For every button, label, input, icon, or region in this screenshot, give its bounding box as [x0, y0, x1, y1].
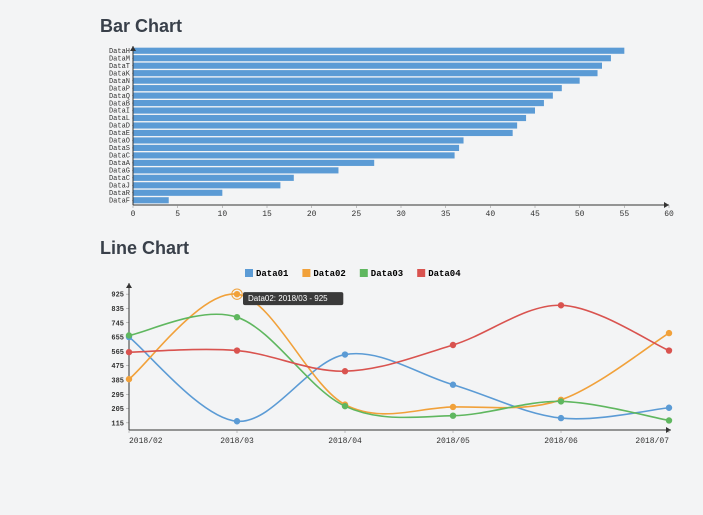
bar-xtick-label: 50	[575, 210, 585, 219]
bar	[133, 78, 580, 84]
line-marker	[234, 291, 240, 297]
bar	[133, 137, 464, 143]
bar-xtick-label: 0	[131, 210, 136, 219]
bar	[133, 160, 374, 166]
line-marker	[126, 349, 132, 355]
line-marker	[234, 314, 240, 320]
bar	[133, 145, 459, 151]
bar	[133, 93, 553, 99]
bar	[133, 122, 517, 128]
bar	[133, 152, 455, 158]
line-xtick-label: 2018/02	[129, 437, 163, 446]
bar	[133, 85, 562, 91]
bar-xtick-label: 20	[307, 210, 317, 219]
line-xtick-label: 2018/06	[544, 437, 578, 446]
bar-xtick-label: 40	[486, 210, 496, 219]
bar-xtick-label: 25	[352, 210, 362, 219]
line-marker	[666, 347, 672, 353]
legend-swatch	[245, 269, 253, 277]
bar	[133, 190, 222, 196]
bar-category-label: DataF	[109, 197, 130, 205]
bar-chart: DataHDataMDataTDataKDataNDataPDataQDataB…	[95, 45, 675, 220]
bar	[133, 175, 294, 181]
line-chart-title: Line Chart	[100, 238, 673, 259]
bar-xtick-label: 5	[175, 210, 180, 219]
bar-xtick-label: 60	[664, 210, 674, 219]
line-legend: Data01 Data02 Data03 Data04	[245, 269, 461, 279]
legend-label: Data04	[428, 269, 461, 279]
bar	[133, 182, 280, 188]
bar-xtick-label: 55	[620, 210, 630, 219]
line-xtick-label: 2018/05	[436, 437, 470, 446]
line-xtick-label: 2018/04	[328, 437, 362, 446]
line-ytick-label: 385	[111, 377, 124, 385]
legend-swatch	[360, 269, 368, 277]
bar	[133, 100, 544, 106]
legend-swatch	[302, 269, 310, 277]
bar	[133, 197, 169, 203]
line-marker	[342, 351, 348, 357]
line-ytick-label: 835	[111, 306, 124, 314]
line-xtick-label: 2018/03	[220, 437, 254, 446]
line-ytick-label: 925	[111, 292, 124, 300]
line-marker	[234, 347, 240, 353]
line-marker	[234, 418, 240, 424]
line-marker	[126, 332, 132, 338]
line-marker	[558, 415, 564, 421]
line-xtick-label: 2018/07	[635, 437, 669, 446]
line-ytick-label: 565	[111, 349, 124, 357]
legend-label: Data02	[313, 269, 345, 279]
line-marker	[450, 382, 456, 388]
bar-xtick-label: 45	[530, 210, 540, 219]
bar-xtick-label: 15	[262, 210, 272, 219]
line-ytick-label: 115	[111, 420, 124, 428]
line-marker	[558, 398, 564, 404]
line-ytick-label: 475	[111, 363, 124, 371]
line-marker	[450, 404, 456, 410]
legend-label: Data01	[256, 269, 289, 279]
chart-tooltip-text: Data02: 2018/03 - 925	[248, 294, 328, 303]
bar	[133, 70, 598, 76]
legend-swatch	[417, 269, 425, 277]
line-marker	[666, 330, 672, 336]
line-marker	[558, 302, 564, 308]
line-marker	[666, 417, 672, 423]
line-marker	[126, 376, 132, 382]
bar	[133, 130, 513, 136]
bar-xtick-label: 10	[218, 210, 228, 219]
line-marker	[342, 368, 348, 374]
line-marker	[450, 342, 456, 348]
line-chart: Data01 Data02 Data03 Data04 115 205 295 385 475 5…	[95, 267, 675, 452]
line-series	[129, 294, 669, 414]
bar	[133, 63, 602, 69]
line-ytick-label: 745	[111, 320, 124, 328]
legend-label: Data03	[371, 269, 403, 279]
bar-chart-title: Bar Chart	[100, 16, 673, 37]
bar	[133, 115, 526, 121]
line-ytick-label: 295	[111, 392, 124, 400]
bar	[133, 48, 624, 54]
line-marker	[450, 413, 456, 419]
line-series	[129, 314, 669, 420]
bar	[133, 107, 535, 113]
line-ytick-label: 655	[111, 335, 124, 343]
bar	[133, 167, 338, 173]
line-ytick-label: 205	[111, 406, 124, 414]
bar-xtick-label: 35	[441, 210, 451, 219]
bar	[133, 55, 611, 61]
line-marker	[342, 403, 348, 409]
bar-xtick-label: 30	[396, 210, 406, 219]
line-marker	[666, 405, 672, 411]
